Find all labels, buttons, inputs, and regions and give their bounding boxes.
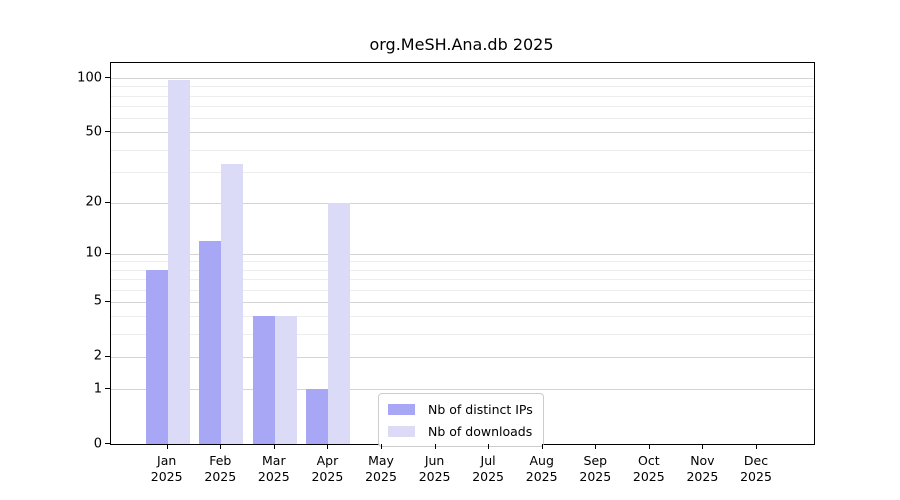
y-tick-label: 10 xyxy=(85,245,102,261)
minor-gridline xyxy=(111,95,814,97)
legend-item-downloads: Nb of downloads xyxy=(388,422,533,440)
y-tick-mark xyxy=(105,300,110,302)
minor-gridline xyxy=(111,171,814,173)
y-tick-mark xyxy=(105,355,110,357)
y-tick-mark xyxy=(105,252,110,254)
y-tick-label: 50 xyxy=(85,124,102,140)
bar-distinct-ips xyxy=(145,269,168,444)
y-tick-label: 100 xyxy=(77,70,102,85)
x-tick-label: Jul 2025 xyxy=(472,453,504,485)
y-tick-label: 1 xyxy=(93,381,102,396)
minor-gridline xyxy=(111,86,814,88)
plot-area: Nb of distinct IPs Nb of downloads xyxy=(110,62,815,447)
minor-gridline xyxy=(111,118,814,119)
y-tick-mark xyxy=(105,131,110,133)
x-tick-label: Apr 2025 xyxy=(311,453,344,485)
x-tick-mark xyxy=(434,444,436,449)
minor-gridline xyxy=(111,261,814,263)
minor-gridline xyxy=(111,316,814,318)
y-tick-mark xyxy=(105,388,110,389)
y-tick-label: 2 xyxy=(93,348,102,364)
minor-gridline xyxy=(111,279,814,281)
x-tick-label: Mar 2025 xyxy=(257,453,290,485)
x-tick-mark xyxy=(166,444,168,449)
x-tick-mark xyxy=(273,444,275,449)
legend-swatch-downloads xyxy=(388,425,415,437)
minor-gridline xyxy=(111,334,814,336)
bar-distinct-ips xyxy=(306,389,329,444)
x-tick-mark xyxy=(381,444,382,449)
minor-gridline xyxy=(111,289,814,291)
major-gridline xyxy=(111,202,814,204)
x-tick-label: Oct 2025 xyxy=(632,453,665,485)
x-tick-mark xyxy=(541,444,543,449)
legend-swatch-distinct-ips xyxy=(388,403,415,415)
x-tick-label: May 2025 xyxy=(365,453,397,485)
x-tick-label: Aug 2025 xyxy=(525,453,558,485)
minor-gridline xyxy=(111,269,814,271)
legend-item-distinct-ips: Nb of distinct IPs xyxy=(388,400,533,418)
y-tick-mark xyxy=(105,77,110,78)
major-gridline xyxy=(111,301,814,303)
bar-downloads xyxy=(274,316,297,444)
x-tick-label: Jan 2025 xyxy=(150,453,183,485)
bar-downloads xyxy=(167,80,190,444)
x-tick-label: Sep 2025 xyxy=(579,453,612,485)
x-tick-label: Nov 2025 xyxy=(686,453,719,485)
y-tick-mark xyxy=(105,201,110,203)
x-tick-mark xyxy=(488,444,490,449)
major-gridline xyxy=(111,356,814,358)
y-tick-mark xyxy=(105,443,110,444)
legend-label: Nb of distinct IPs xyxy=(428,401,533,417)
x-tick-mark xyxy=(756,444,757,449)
y-tick-label: 20 xyxy=(85,194,102,210)
bar-distinct-ips xyxy=(252,316,275,444)
minor-gridline xyxy=(111,149,814,151)
major-gridline xyxy=(111,78,814,79)
major-gridline xyxy=(111,253,814,255)
x-tick-mark xyxy=(595,444,597,449)
legend-label: Nb of downloads xyxy=(428,423,533,439)
y-tick-label: 5 xyxy=(93,293,102,309)
bar-downloads xyxy=(328,202,351,444)
y-tick-label: 0 xyxy=(93,436,102,451)
major-gridline xyxy=(111,389,814,390)
chart-title: org.MeSH.Ana.db 2025 xyxy=(369,35,554,54)
x-tick-mark xyxy=(702,444,704,449)
legend: Nb of distinct IPs Nb of downloads xyxy=(378,393,544,447)
major-gridline xyxy=(111,132,814,134)
x-tick-mark xyxy=(327,444,329,449)
x-tick-label: Jun 2025 xyxy=(418,453,451,485)
x-tick-label: Feb 2025 xyxy=(204,453,237,485)
bar-distinct-ips xyxy=(199,240,222,444)
x-tick-label: Dec 2025 xyxy=(740,453,772,485)
x-tick-mark xyxy=(220,444,222,449)
bar-downloads xyxy=(221,164,244,444)
x-tick-mark xyxy=(648,444,650,449)
minor-gridline xyxy=(111,106,814,107)
